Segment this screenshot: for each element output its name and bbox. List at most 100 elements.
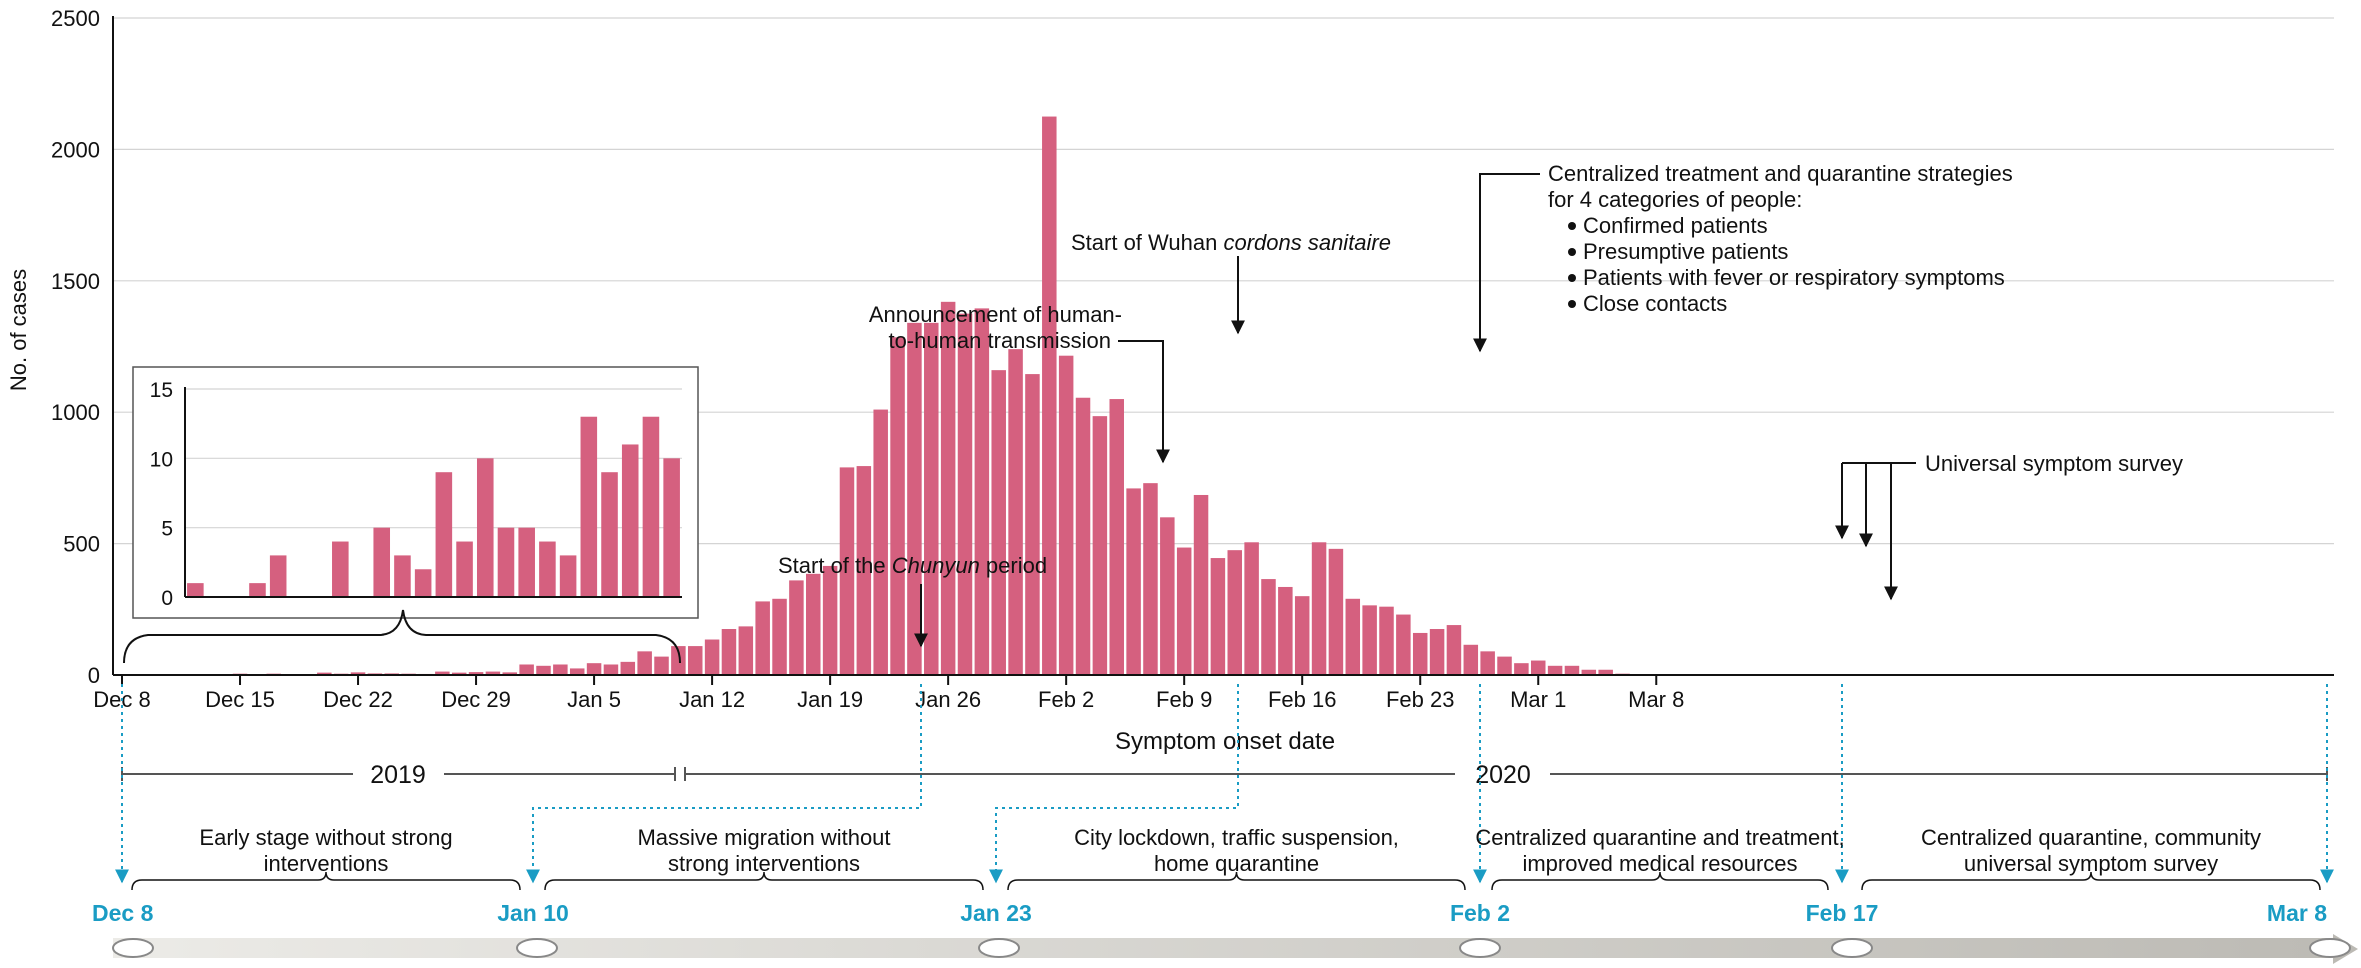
bar (553, 664, 568, 675)
y-axis-title: No. of cases (6, 269, 31, 391)
bar (1261, 579, 1276, 675)
bar (317, 672, 332, 675)
inset-bar (187, 583, 204, 597)
inset-bar (373, 527, 391, 597)
stage-label-line1: Centralized quarantine, community (1921, 825, 2261, 850)
timeline-node (516, 938, 558, 958)
bar (1227, 550, 1243, 675)
inset-bar (497, 527, 515, 597)
inset-bar (601, 472, 618, 597)
x-tick-label: Dec 15 (205, 687, 275, 712)
bar (974, 308, 990, 675)
inset-bar (435, 472, 453, 597)
x-tick-label: Feb 9 (1156, 687, 1212, 712)
inset-bar (621, 444, 639, 597)
inset-bar (414, 569, 432, 597)
bar (1581, 669, 1597, 675)
annotations: Start of the Chunyun period Announcement… (778, 161, 2183, 648)
bar (1143, 483, 1158, 675)
bar (1058, 355, 1074, 675)
inset-grid-lines (185, 388, 682, 529)
stage-label-line1: Early stage without strong (199, 825, 452, 850)
bar (1396, 614, 1411, 675)
bar (1463, 644, 1479, 675)
timeline-node (1459, 938, 1501, 958)
bar (789, 580, 804, 675)
inset-bar (580, 416, 598, 597)
bar (468, 672, 484, 675)
stage-brace (131, 871, 521, 891)
bar (1564, 665, 1580, 675)
timeline-date: Jan 23 (960, 900, 1032, 926)
stage-label-line2: home quarantine (1154, 851, 1319, 876)
bar (485, 671, 501, 675)
inset-y-tick-label: 15 (150, 379, 173, 402)
annotation-survey: Universal symptom survey (1925, 451, 2183, 476)
bar (991, 370, 1006, 675)
bar (1328, 548, 1344, 675)
inset-bar (518, 527, 535, 597)
bar (451, 672, 467, 675)
bar (873, 409, 888, 675)
x-tick-label: Feb 16 (1268, 687, 1337, 712)
bar (586, 663, 602, 675)
y-tick-label: 1500 (51, 269, 100, 294)
bar (1547, 665, 1563, 675)
bullet-text: Close contacts (1583, 291, 1727, 316)
bullet-dot (1568, 248, 1576, 256)
inset-axes: 0 5 10 15 (150, 379, 682, 610)
timeline-date: Jan 10 (497, 900, 569, 926)
stage-label-line1: Massive migration without (637, 825, 890, 850)
bullet-dot (1568, 274, 1576, 282)
bar (435, 671, 450, 675)
inset-bar (642, 416, 660, 597)
x-tick-label: Jan 12 (679, 687, 745, 712)
stage-label-line1: City lockdown, traffic suspension, (1074, 825, 1399, 850)
timeline-connectors (115, 684, 2334, 884)
year-label-2019: 2019 (370, 761, 426, 789)
inset-bar (269, 555, 287, 597)
inset-y-tick-label: 5 (161, 518, 173, 541)
bullet-text: Confirmed patients (1583, 213, 1768, 238)
stage-brace (1861, 871, 2321, 891)
bar (856, 466, 872, 675)
x-tick-label: Feb 2 (1038, 687, 1094, 712)
x-tick-label: Feb 23 (1386, 687, 1455, 712)
inset-bar (249, 583, 266, 597)
bar (924, 322, 939, 675)
bar (1497, 656, 1512, 675)
bar (671, 646, 686, 675)
y-tick-label: 0 (88, 663, 100, 688)
annotation-h2h-line1: Announcement of human- (869, 302, 1122, 327)
bar (637, 651, 652, 675)
bar (1412, 632, 1428, 675)
bar (1514, 663, 1529, 675)
inset-brace (123, 609, 681, 664)
bar (738, 626, 754, 675)
bar (1008, 349, 1023, 675)
bar (1210, 558, 1226, 675)
timeline-date: Mar 8 (2267, 900, 2327, 926)
bar (1109, 399, 1124, 675)
inset-bar (394, 555, 411, 597)
year-brackets: 2019 2020 (121, 761, 2328, 789)
bar (755, 601, 770, 675)
stage-label-line2: interventions (264, 851, 389, 876)
bar (1075, 397, 1091, 675)
x-tick-label: Jan 5 (567, 687, 621, 712)
x-tick-label: Mar 1 (1510, 687, 1566, 712)
stage-label-line1: Centralized quarantine and treatment, (1475, 825, 1844, 850)
inset-chart: 0 5 10 15 (132, 366, 699, 619)
timeline-node (978, 938, 1020, 958)
bullet-dot (1568, 300, 1576, 308)
bar (822, 565, 838, 675)
timeline-node (112, 938, 154, 958)
bar (1294, 596, 1310, 675)
bar (704, 639, 720, 675)
annotation-centralized-line2: for 4 categories of people: (1548, 187, 1802, 212)
stage-label-line2: strong interventions (668, 851, 860, 876)
bar (940, 301, 956, 675)
x-axis-title: Symptom onset date (1115, 728, 1335, 755)
